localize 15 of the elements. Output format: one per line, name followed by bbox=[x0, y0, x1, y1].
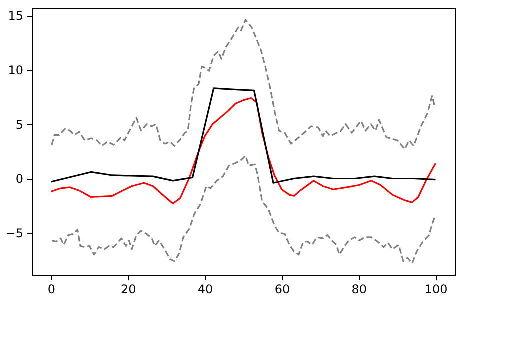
x-tick-label: 20 bbox=[120, 282, 136, 296]
y-tick-label: 0 bbox=[16, 172, 24, 186]
x-tick-label: 40 bbox=[198, 282, 214, 296]
y-tick-label: 10 bbox=[8, 63, 24, 78]
line-series bbox=[50, 88, 437, 184]
x-tick-label: 0 bbox=[48, 282, 56, 296]
y-tick-label: 15 bbox=[8, 9, 24, 24]
line-series bbox=[51, 19, 436, 150]
line-series bbox=[51, 155, 436, 264]
y-tick-label: −5 bbox=[6, 226, 24, 241]
y-tick-label: 5 bbox=[16, 118, 24, 132]
x-tick-label: 100 bbox=[424, 282, 448, 296]
line-series bbox=[50, 97, 437, 205]
x-tick-label: 60 bbox=[274, 282, 290, 296]
x-tick-label: 80 bbox=[352, 282, 368, 296]
